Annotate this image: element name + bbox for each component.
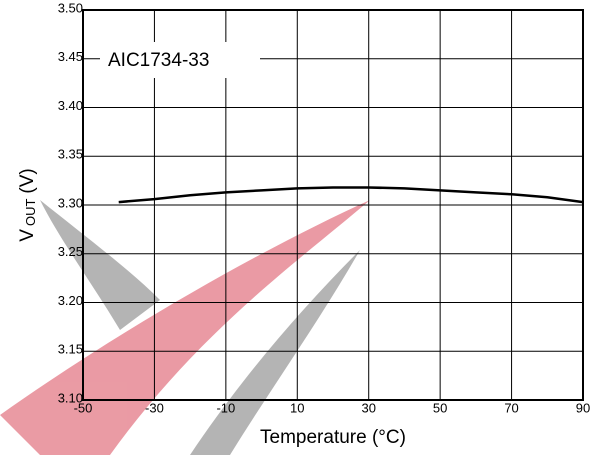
watermark-gray xyxy=(40,200,160,330)
x-tick-label: 90 xyxy=(576,400,590,415)
x-tick-label: -50 xyxy=(74,400,93,415)
x-tick-label: -10 xyxy=(216,400,235,415)
y-tick-label: 3.45 xyxy=(58,49,83,64)
x-tick-label: 50 xyxy=(433,400,447,415)
y-tick-label: 3.50 xyxy=(58,0,83,15)
annotation-box xyxy=(100,42,260,78)
y-tick-label: 3.25 xyxy=(58,244,83,259)
data-line xyxy=(118,186,584,204)
watermark-gray xyxy=(190,250,360,455)
x-tick-label: 70 xyxy=(504,400,518,415)
y-axis-label: V OUT (V) xyxy=(17,168,38,241)
watermark xyxy=(0,200,370,455)
watermark-red xyxy=(0,200,370,455)
x-tick-label: -30 xyxy=(145,400,164,415)
plot-frame xyxy=(82,9,584,401)
y-tick-label: 3.40 xyxy=(58,98,83,113)
y-tick-label: 3.15 xyxy=(58,342,83,357)
x-tick-label: 30 xyxy=(361,400,375,415)
y-label-sub: OUT xyxy=(23,199,38,227)
annotation: AIC1734-33 xyxy=(108,50,209,71)
y-tick-label: 3.20 xyxy=(58,293,83,308)
y-label-unit: (V) xyxy=(17,168,38,193)
x-axis-label: Temperature (°C) xyxy=(260,427,406,448)
y-tick-label: 3.30 xyxy=(58,195,83,210)
y-tick-label: 3.35 xyxy=(58,147,83,162)
y-tick-label: 3.10 xyxy=(58,390,83,405)
y-label-main: V xyxy=(17,229,38,242)
x-tick-label: 10 xyxy=(290,400,304,415)
